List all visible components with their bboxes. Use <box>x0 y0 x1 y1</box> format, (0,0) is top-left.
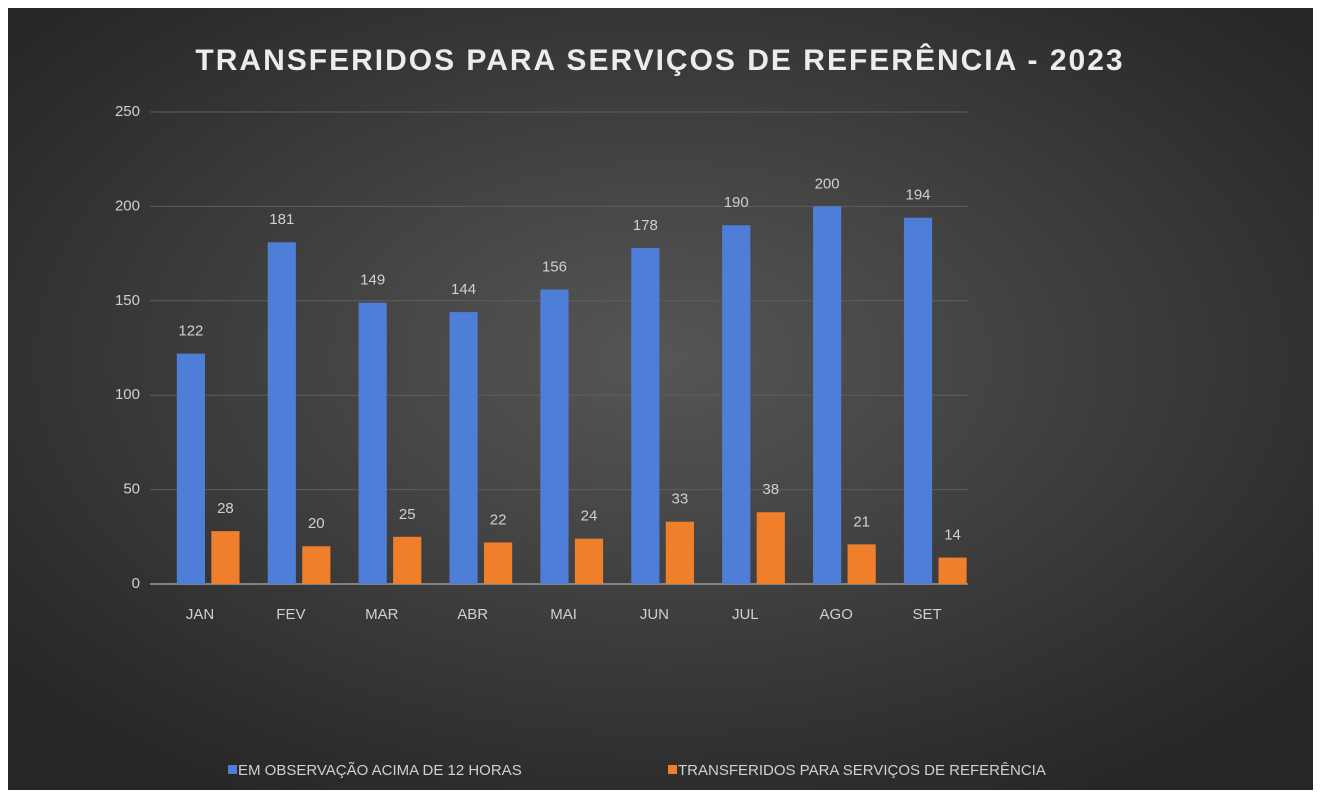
y-tick-label: 0 <box>132 575 140 592</box>
y-tick-label: 100 <box>115 386 140 403</box>
data-label: 149 <box>360 272 385 289</box>
bar <box>847 544 876 584</box>
data-label: 156 <box>542 258 567 275</box>
x-tick-label: SET <box>913 606 942 623</box>
bar <box>449 312 478 584</box>
data-label: 22 <box>490 511 507 528</box>
bar <box>813 206 842 584</box>
data-label: 178 <box>633 217 658 234</box>
data-label: 24 <box>581 508 598 525</box>
bar <box>176 353 205 584</box>
bar <box>722 225 751 584</box>
data-label: 194 <box>905 187 930 204</box>
bar <box>211 531 240 584</box>
data-label: 20 <box>308 515 325 532</box>
bar <box>756 512 785 584</box>
x-tick-label: JAN <box>186 606 214 623</box>
data-label: 181 <box>269 211 294 228</box>
data-label: 21 <box>853 513 870 530</box>
x-tick-label: MAR <box>365 606 399 623</box>
bar <box>665 521 694 584</box>
x-tick-label: AGO <box>820 606 853 623</box>
data-label: 190 <box>724 194 749 211</box>
legend-label: TRANSFERIDOS PARA SERVIÇOS DE REFERÊNCIA <box>678 762 1046 779</box>
data-label: 14 <box>944 527 961 544</box>
data-label: 144 <box>451 281 476 298</box>
chart-background <box>8 8 1313 790</box>
bar <box>267 242 296 584</box>
bar <box>903 217 933 584</box>
bar <box>938 557 967 584</box>
bar <box>631 247 660 584</box>
bar <box>574 538 604 584</box>
legend-swatch <box>228 765 237 774</box>
data-label: 28 <box>217 500 234 517</box>
x-tick-label: ABR <box>457 606 488 623</box>
chart-title: TRANSFERIDOS PARA SERVIÇOS DE REFERÊNCIA… <box>195 43 1124 77</box>
bar <box>358 302 387 584</box>
bar <box>484 542 513 584</box>
x-tick-label: FEV <box>276 606 305 623</box>
bar <box>393 536 422 584</box>
data-label: 38 <box>762 481 779 498</box>
x-tick-label: JUL <box>732 606 759 623</box>
data-label: 25 <box>399 506 416 523</box>
y-tick-label: 150 <box>115 292 140 309</box>
data-label: 122 <box>178 323 203 340</box>
x-tick-label: MAI <box>550 606 577 623</box>
bar <box>302 546 331 584</box>
bar <box>540 289 569 584</box>
data-label: 200 <box>815 175 840 192</box>
y-tick-label: 250 <box>115 103 140 120</box>
legend-label: EM OBSERVAÇÃO ACIMA DE 12 HORAS <box>238 762 522 779</box>
y-tick-label: 50 <box>123 481 140 498</box>
x-tick-label: JUN <box>640 606 669 623</box>
legend-swatch <box>668 765 677 774</box>
data-label: 33 <box>672 491 689 508</box>
y-tick-label: 200 <box>115 197 140 214</box>
